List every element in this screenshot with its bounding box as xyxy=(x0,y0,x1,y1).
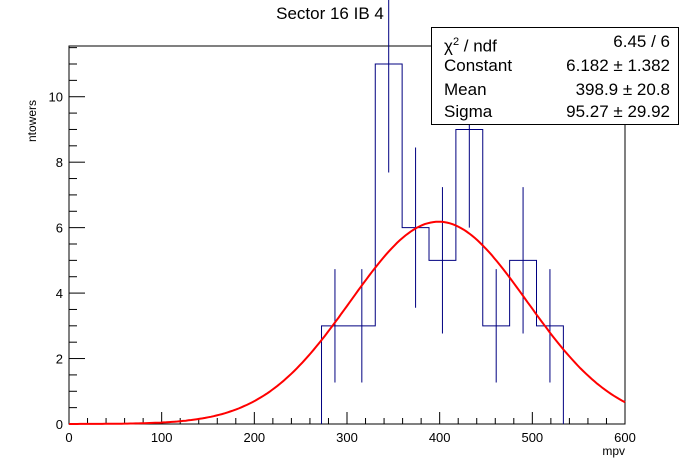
x-tick-label: 0 xyxy=(65,430,72,445)
x-tick-label: 200 xyxy=(243,430,265,445)
sigma-label: Sigma xyxy=(444,102,493,121)
mean-value: 398.9 ± 20.8 xyxy=(575,80,670,99)
gaussian-fit-curve xyxy=(69,220,626,425)
y-tick-label: 2 xyxy=(56,352,63,367)
x-tick-label: 400 xyxy=(429,430,451,445)
y-tick-label: 4 xyxy=(56,286,63,301)
chi2-label: χ2 / ndf xyxy=(444,36,497,56)
y-axis-title: ntowers xyxy=(25,100,39,142)
stat-row-chi2: χ2 / ndf 6.45 / 6 xyxy=(432,30,678,56)
mean-label: Mean xyxy=(444,80,487,99)
sigma-value: 95.27 ± 29.92 xyxy=(566,102,670,121)
x-tick-label: 300 xyxy=(336,430,358,445)
constant-label: Constant xyxy=(444,56,513,75)
chart-title: Sector 16 IB 4 xyxy=(276,4,384,23)
y-tick-label: 10 xyxy=(49,90,63,105)
x-tick-label: 100 xyxy=(151,430,173,445)
stat-row-mean: Mean 398.9 ± 20.8 xyxy=(432,78,678,102)
stat-row-constant: Constant 6.182 ± 1.382 xyxy=(432,54,678,78)
constant-value: 6.182 ± 1.382 xyxy=(566,56,670,75)
y-tick-label: 8 xyxy=(56,155,63,170)
histogram-outline xyxy=(321,63,564,424)
x-tick-label: 500 xyxy=(521,430,543,445)
x-axis-title: mpv xyxy=(602,444,625,458)
x-tick-label: 600 xyxy=(614,430,636,445)
y-tick-label: 0 xyxy=(56,417,63,432)
stat-row-sigma: Sigma 95.27 ± 29.92 xyxy=(432,100,678,124)
fit-stats-box: χ2 / ndf 6.45 / 6 Constant 6.182 ± 1.382… xyxy=(431,27,679,125)
y-tick-label: 6 xyxy=(56,221,63,236)
chi2-value: 6.45 / 6 xyxy=(613,32,670,51)
